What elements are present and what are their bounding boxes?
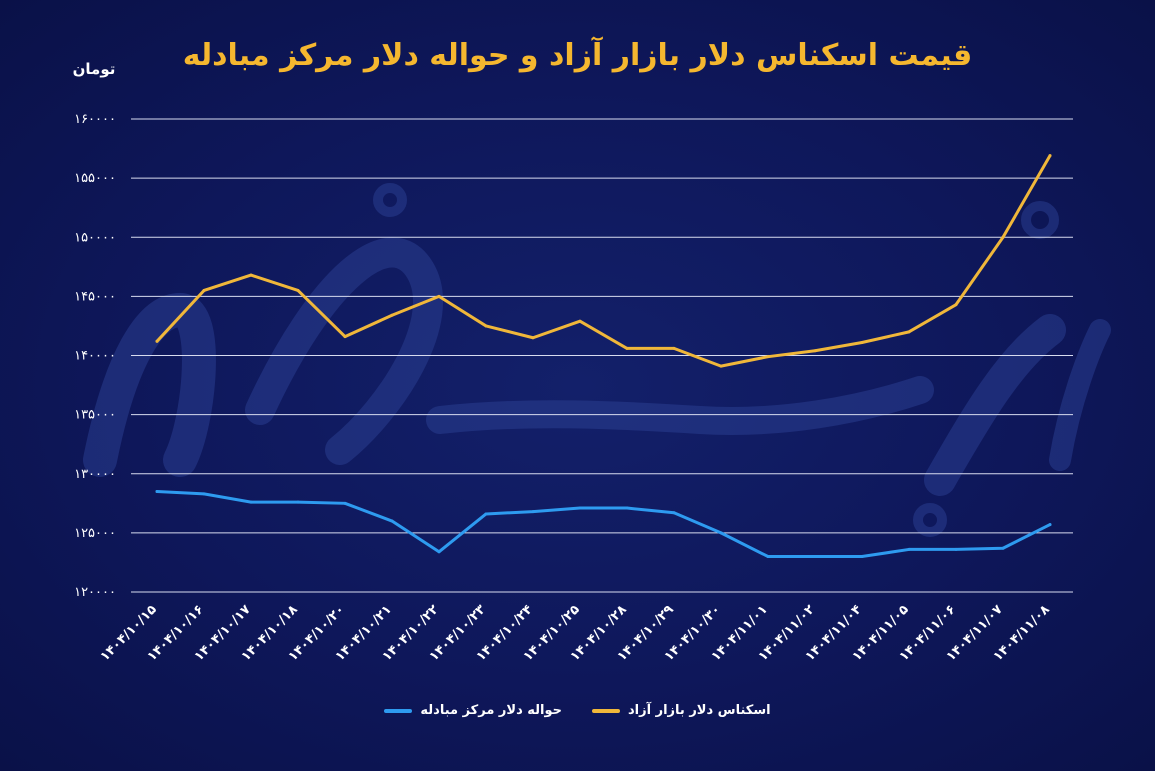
data-point <box>484 324 488 328</box>
y-tick-label: ۱۵۵۰۰۰ <box>74 171 116 186</box>
data-point <box>249 273 253 277</box>
data-point <box>907 547 911 551</box>
data-point <box>390 519 394 523</box>
y-tick-label: ۱۴۵۰۰۰ <box>74 289 116 304</box>
data-point <box>907 330 911 334</box>
data-point <box>437 294 441 298</box>
data-point <box>531 336 535 340</box>
data-point <box>860 340 864 344</box>
data-point <box>296 500 300 504</box>
legend-swatch <box>384 708 413 713</box>
y-tick-label: ۱۶۰۰۰۰ <box>74 112 116 127</box>
x-axis-ticks: ۱۴۰۴/۱۰/۱۵۱۴۰۴/۱۰/۱۶۱۴۰۴/۱۰/۱۷۱۴۰۴/۱۰/۱۸… <box>98 602 1053 664</box>
y-tick-label: ۱۲۵۰۰۰ <box>74 526 116 541</box>
grid-lines <box>131 118 1073 593</box>
y-tick-label: ۱۳۵۰۰۰ <box>74 408 116 423</box>
data-point <box>625 346 629 350</box>
data-point <box>578 506 582 510</box>
data-point <box>719 364 723 368</box>
y-tick-label: ۱۵۰۰۰۰ <box>74 230 116 245</box>
data-point <box>813 349 817 353</box>
legend-entry: حواله دلار مرکز مبادله <box>384 703 562 718</box>
data-point <box>437 550 441 554</box>
data-point <box>390 313 394 317</box>
data-point <box>719 531 723 535</box>
data-point <box>296 288 300 292</box>
data-point <box>954 547 958 551</box>
data-point <box>343 335 347 339</box>
y-tick-label: ۱۲۰۰۰۰ <box>74 585 116 600</box>
y-tick-label: ۱۳۰۰۰۰ <box>74 467 116 482</box>
data-point <box>343 501 347 505</box>
data-point <box>672 346 676 350</box>
legend: اسکناس دلار بازار آزاد حواله دلار مرکز مب… <box>0 703 1155 718</box>
data-point <box>249 500 253 504</box>
data-point <box>1001 546 1005 550</box>
data-point <box>766 555 770 559</box>
chart-title: قیمت اسکناس دلار بازار آزاد و حواله دلار… <box>182 38 973 73</box>
data-point <box>484 512 488 516</box>
legend-swatch <box>592 708 621 713</box>
data-point <box>954 303 958 307</box>
y-axis-unit-label: تومان <box>72 60 116 78</box>
legend-label: اسکناس دلار بازار آزاد <box>628 703 771 718</box>
data-point <box>1048 154 1052 158</box>
legend-label: حواله دلار مرکز مبادله <box>420 703 563 718</box>
series-line-1 <box>155 154 1052 368</box>
series-line-0 <box>155 489 1052 559</box>
data-point <box>1001 235 1005 239</box>
data-point <box>578 319 582 323</box>
data-point <box>813 555 817 559</box>
data-point <box>860 555 864 559</box>
data-point <box>531 510 535 514</box>
data-point <box>202 288 206 292</box>
data-point <box>672 511 676 515</box>
y-axis-ticks: ۱۲۰۰۰۰ ۱۲۵۰۰۰ ۱۳۰۰۰۰ ۱۳۵۰۰۰ ۱۴۰۰۰۰ ۱۴۵۰۰۰ ۱۵۰۰… <box>74 112 116 600</box>
legend-entry: اسکناس دلار بازار آزاد <box>592 703 771 718</box>
data-point <box>155 489 159 493</box>
data-point <box>202 492 206 496</box>
y-tick-label: ۱۴۰۰۰۰ <box>74 349 116 364</box>
data-point <box>1048 523 1052 527</box>
series-lines <box>155 154 1052 559</box>
data-point <box>625 506 629 510</box>
data-point <box>155 339 159 343</box>
data-point <box>766 355 770 359</box>
